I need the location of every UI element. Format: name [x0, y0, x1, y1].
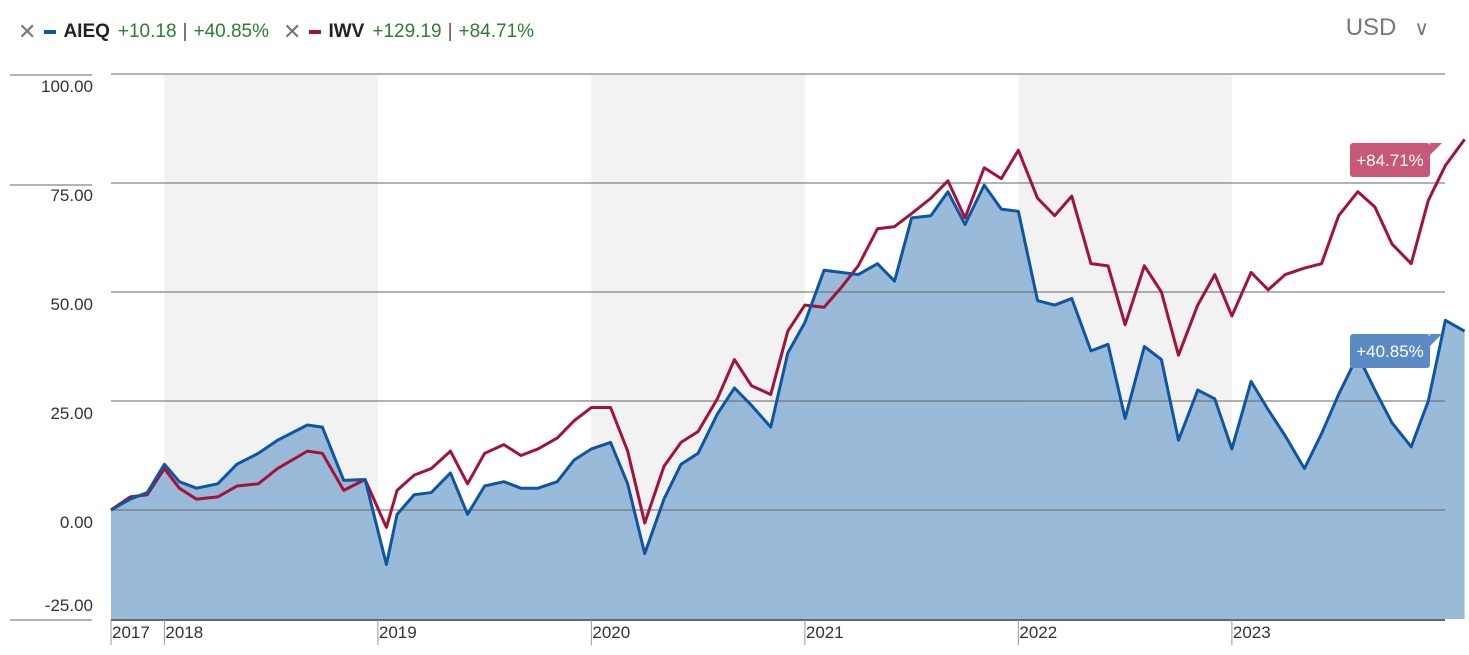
x-tick-label: 2022	[1019, 623, 1057, 642]
series-lines	[110, 138, 1466, 566]
legend-item-iwv: ✕ IWV +129.19 | +84.71%	[283, 19, 534, 45]
aieq-swatch	[44, 30, 57, 34]
iwv-end-label-pointer	[1430, 143, 1442, 155]
y-tick-label: 100.00	[41, 77, 93, 96]
chart-legend: ✕ AIEQ +10.18 | +40.85% ✕ IWV +129.19 | …	[18, 18, 548, 46]
iwv-swatch	[309, 30, 322, 34]
iwv-line	[110, 138, 1466, 529]
currency-selector[interactable]: USD ∨	[1346, 14, 1429, 42]
iwv-end-label: +84.71%	[1350, 143, 1442, 177]
currency-label: USD	[1345, 14, 1397, 41]
aieq-separator: |	[182, 21, 188, 42]
remove-iwv-icon[interactable]: ✕	[283, 19, 302, 44]
x-tick-label: 2023	[1233, 623, 1271, 642]
iwv-separator: |	[447, 21, 453, 42]
aieq-end-label-pointer	[1430, 334, 1442, 346]
iwv-pct: +84.71%	[458, 21, 535, 42]
aieq-end-label: +40.85%	[1350, 334, 1442, 368]
x-tick-label: 2017	[112, 623, 150, 642]
y-axis-labels: 100.00 75.00 50.00 25.00 0.00 -25.00	[41, 77, 93, 615]
y-tick-label: -25.00	[45, 596, 93, 615]
legend-item-aieq: ✕ AIEQ +10.18 | +40.85%	[18, 19, 269, 45]
aieq-area-fill	[111, 185, 1465, 619]
aieq-line	[110, 183, 1466, 566]
aieq-ticker: AIEQ	[63, 21, 110, 42]
y-tick-label: 0.00	[60, 513, 93, 532]
x-tick-label: 2019	[379, 623, 417, 642]
y-tick-label: 50.00	[50, 295, 93, 314]
y-tick-label: 75.00	[50, 186, 93, 205]
y-tick-label: 25.00	[50, 404, 93, 423]
x-axis: 2017 2018 2019 2020 2021 2022 2023	[110, 619, 1445, 645]
aieq-end-label-box	[1350, 334, 1430, 368]
x-tick-label: 2021	[806, 623, 844, 642]
iwv-ticker: IWV	[328, 21, 365, 42]
aieq-change: +10.18	[117, 21, 177, 42]
remove-aieq-icon[interactable]: ✕	[18, 19, 37, 44]
chevron-down-icon: ∨	[1414, 17, 1429, 40]
aieq-pct: +40.85%	[193, 21, 270, 42]
iwv-end-label-box	[1350, 143, 1430, 177]
x-tick-label: 2018	[165, 623, 203, 642]
aieq-end-label-text: +40.85%	[1356, 342, 1424, 361]
aieq-area-layer	[111, 185, 1465, 619]
iwv-end-label-text: +84.71%	[1356, 151, 1424, 170]
iwv-change: +129.19	[372, 21, 442, 42]
end-value-labels: +40.85% +84.71%	[1350, 143, 1442, 368]
x-tick-label: 2020	[592, 623, 630, 642]
